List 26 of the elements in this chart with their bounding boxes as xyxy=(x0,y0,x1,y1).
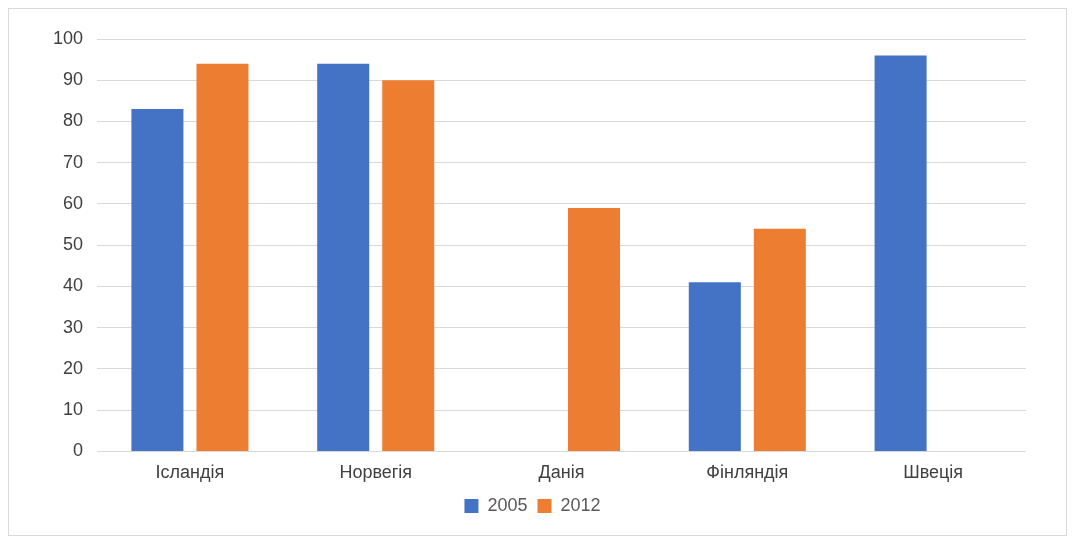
y-tick-label: 90 xyxy=(63,69,84,90)
bar xyxy=(131,109,184,451)
y-tick-label: 0 xyxy=(73,440,84,461)
bar xyxy=(196,63,249,451)
y-tick-label: 20 xyxy=(63,357,84,378)
y-tick-label: 60 xyxy=(63,192,84,213)
y-tick-label: 70 xyxy=(63,151,84,172)
legend-label: 2005 xyxy=(487,494,528,515)
x-tick-label: Норвегія xyxy=(339,462,413,483)
bar xyxy=(753,228,806,451)
bar xyxy=(688,282,741,451)
y-tick-label: 30 xyxy=(63,316,84,337)
x-tick-label: Данія xyxy=(538,462,585,483)
bar xyxy=(382,80,435,451)
x-tick-label: Ісландія xyxy=(155,462,225,483)
x-tick-label: Швеція xyxy=(903,462,964,483)
bar xyxy=(317,63,370,451)
y-tick-label: 80 xyxy=(63,110,84,131)
y-tick-label: 10 xyxy=(63,399,84,420)
y-tick-label: 50 xyxy=(63,234,84,255)
legend-label: 2012 xyxy=(560,494,601,515)
bar xyxy=(568,208,621,451)
bar xyxy=(874,55,927,451)
y-tick-label: 100 xyxy=(52,27,84,48)
x-tick-label: Фінляндія xyxy=(706,462,789,483)
y-tick-label: 40 xyxy=(63,275,84,296)
